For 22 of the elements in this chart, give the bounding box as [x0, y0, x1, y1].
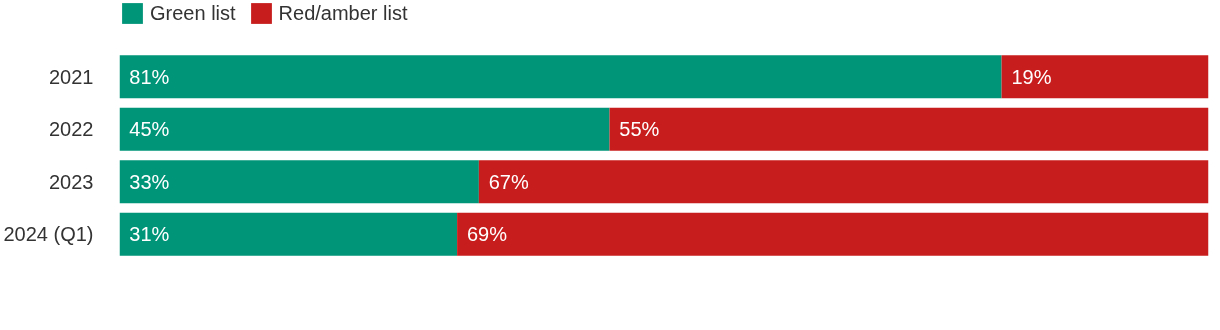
data-label: 33% [129, 170, 170, 193]
bar [609, 107, 1209, 151]
y-tick-label: 2024 (Q1) [3, 223, 94, 246]
data-label: 55% [619, 118, 660, 141]
data-label: 31% [129, 223, 170, 246]
y-tick-label: 2023 [49, 170, 94, 193]
bar [119, 212, 458, 256]
bar [1001, 55, 1209, 99]
legend-label: Red/amber list [278, 1, 408, 25]
y-tick-label: 2021 [49, 65, 94, 88]
bar [478, 160, 1209, 204]
bar [457, 212, 1209, 256]
data-label: 45% [129, 118, 170, 141]
bar [119, 160, 479, 204]
data-label: 67% [488, 170, 529, 193]
data-label: 81% [129, 65, 170, 88]
y-tick-label: 2022 [49, 118, 94, 141]
data-label: 69% [466, 223, 508, 246]
data-label: 19% [1011, 65, 1052, 88]
legend-label: Green list [150, 1, 236, 25]
bar [119, 55, 1002, 99]
bar [119, 107, 610, 151]
